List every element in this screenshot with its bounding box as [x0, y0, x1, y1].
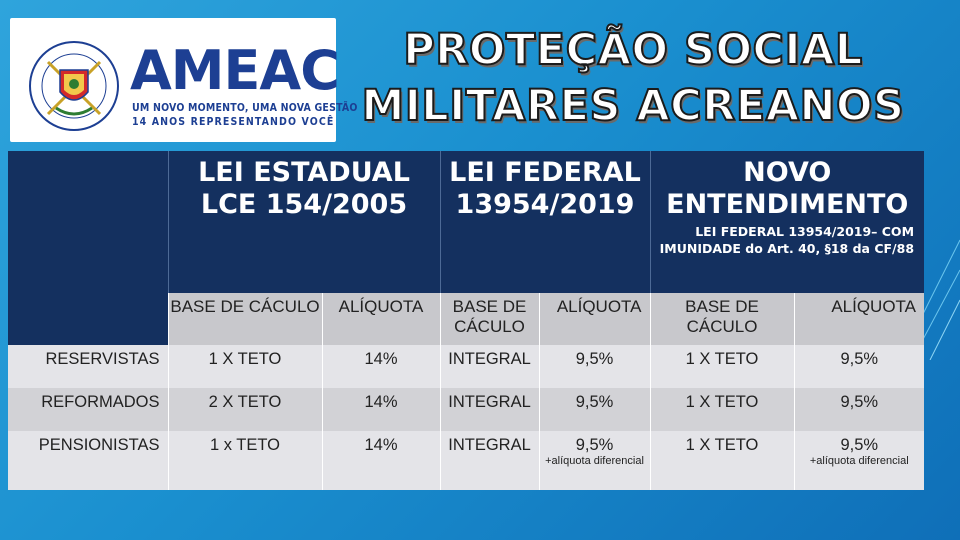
table-cell: INTEGRAL — [439, 431, 539, 490]
table-cell: 9,5% — [793, 345, 925, 388]
page-title-line-2: MILITARES ACREANOS — [361, 80, 906, 132]
table-cell: 14% — [321, 345, 440, 388]
comparison-table: LEI ESTADUAL LCE 154/2005 LEI FEDERAL 13… — [8, 151, 925, 490]
table-header-row: LEI ESTADUAL LCE 154/2005 LEI FEDERAL 13… — [8, 151, 925, 293]
header-lei-federal: LEI FEDERAL 13954/2019 — [439, 151, 651, 293]
military-crest-icon — [29, 41, 119, 131]
subheader-blank-cell — [8, 293, 168, 345]
cell-value: 9,5% — [840, 436, 879, 454]
table-cell-with-note: 9,5% +alíquota diferencial — [793, 431, 925, 490]
header-title-line: LEI ESTADUAL — [198, 157, 410, 188]
brand-tagline-years: 14 ANOS REPRESENTANDO VOCÊ — [132, 116, 335, 128]
cell-note: +alíquota diferencial — [809, 455, 909, 467]
table-cell: 1 X TETO — [649, 431, 795, 490]
brand-tagline: UM NOVO MOMENTO, UMA NOVA GESTÃO — [132, 102, 358, 114]
table-row: PENSIONISTAS 1 x TETO 14% INTEGRAL 9,5% … — [8, 431, 925, 490]
table-cell: INTEGRAL — [439, 388, 539, 431]
row-label-reformados: REFORMADOS — [8, 388, 168, 431]
row-label-reservistas: RESERVISTAS — [8, 345, 168, 388]
table-cell: 1 X TETO — [167, 345, 322, 388]
table-cell-with-note: 9,5% +alíquota diferencial — [538, 431, 651, 490]
table-row: RESERVISTAS 1 X TETO 14% INTEGRAL 9,5% 1… — [8, 345, 925, 388]
table-cell: 14% — [321, 388, 440, 431]
table-row: REFORMADOS 2 X TETO 14% INTEGRAL 9,5% 1 … — [8, 388, 925, 431]
header-title-line: LEI FEDERAL — [449, 157, 641, 188]
page-title: PROTEÇÃO SOCIAL MILITARES ACREANOS — [346, 22, 920, 134]
table-cell: 2 X TETO — [167, 388, 322, 431]
subheader-base-calculo: BASE DE CÁCULO — [439, 293, 539, 345]
header-title-line: LCE 154/2005 — [200, 189, 408, 220]
header-title-line: ENTENDIMENTO — [666, 189, 909, 220]
header-subtitle: LEI FEDERAL 13954/2019– COM IMUNIDADE do… — [659, 224, 915, 256]
table-cell: 14% — [321, 431, 440, 490]
ameac-logo: AMEAC UM NOVO MOMENTO, UMA NOVA GESTÃO 1… — [10, 18, 357, 142]
subheader-aliquota: ALÍQUOTA — [321, 293, 440, 345]
table-cell: 9,5% — [538, 388, 651, 431]
table-cell: INTEGRAL — [439, 345, 539, 388]
header-blank-cell — [8, 151, 168, 293]
row-label-pensionistas: PENSIONISTAS — [8, 431, 168, 490]
subheader-base-calculo: BASE DE CÁCULO — [649, 293, 795, 345]
subheader-aliquota: ALÍQUOTA — [538, 293, 651, 345]
cell-value: 9,5% — [575, 436, 614, 454]
table-cell: 9,5% — [538, 345, 651, 388]
header-novo-entendimento: NOVO ENTENDIMENTO LEI FEDERAL 13954/2019… — [649, 151, 925, 293]
subheader-base-calculo: BASE DE CÁCULO — [167, 293, 322, 345]
header-title-line: 13954/2019 — [455, 189, 635, 220]
table-cell: 1 x TETO — [167, 431, 322, 490]
cell-note: +alíquota diferencial — [545, 455, 644, 467]
table-cell: 1 X TETO — [649, 388, 795, 431]
brand-name: AMEAC — [130, 39, 340, 102]
table-cell: 9,5% — [793, 388, 925, 431]
header-lei-estadual: LEI ESTADUAL LCE 154/2005 — [167, 151, 440, 293]
subheader-aliquota: ALÍQUOTA — [793, 293, 925, 345]
header-title-line: NOVO — [743, 157, 832, 188]
table-cell: 1 X TETO — [649, 345, 795, 388]
page-title-line-1: PROTEÇÃO SOCIAL — [402, 24, 863, 76]
table-subheader-row: BASE DE CÁCULO ALÍQUOTA BASE DE CÁCULO A… — [8, 293, 925, 345]
